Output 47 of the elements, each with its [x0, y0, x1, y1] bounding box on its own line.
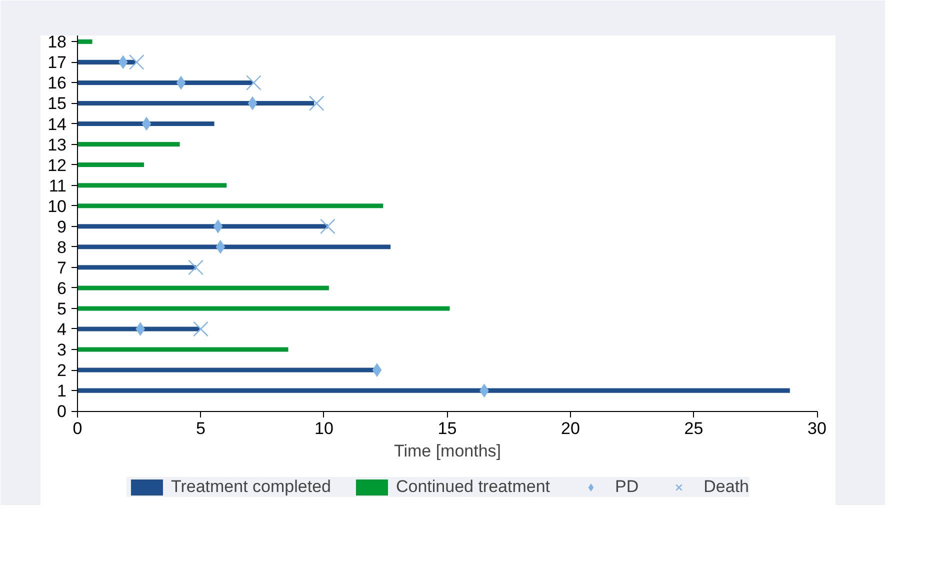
y-tick-label: 15 — [48, 94, 66, 114]
y-tick-label: 3 — [57, 340, 66, 360]
x-tick-label: 0 — [72, 419, 82, 438]
y-tick-label: 1 — [57, 382, 66, 401]
bar — [77, 142, 180, 147]
x-tick-label: 5 — [196, 419, 206, 438]
bar — [77, 39, 92, 44]
x-tick-label: 10 — [314, 419, 334, 438]
legend-label: Continued treatment — [396, 477, 550, 497]
y-tick-label: 18 — [48, 32, 66, 52]
legend-label: Death — [704, 477, 750, 497]
legend-label: Treatment completed — [170, 477, 331, 497]
y-tick-label: 4 — [57, 320, 66, 339]
bar — [77, 326, 200, 332]
legend-label: PD — [615, 477, 639, 497]
y-tick-label: 11 — [48, 176, 66, 196]
x-tick-label: 30 — [808, 419, 826, 438]
bar — [77, 162, 144, 168]
y-tick-label: 6 — [57, 278, 66, 298]
bar — [77, 388, 790, 393]
bar — [77, 80, 252, 85]
bar — [77, 183, 227, 188]
y-tick-label: 0 — [57, 402, 66, 422]
y-tick-label: 10 — [48, 196, 66, 216]
bar — [77, 121, 214, 126]
bar — [77, 347, 288, 352]
y-tick-label: 2 — [57, 361, 66, 380]
x-tick-label: 25 — [684, 419, 704, 438]
x-tick-label: 20 — [561, 419, 580, 438]
y-tick-label: 14 — [48, 114, 66, 134]
x-axis-title: Time [months] — [394, 442, 502, 460]
bar — [77, 244, 391, 250]
bar — [77, 100, 314, 106]
bar — [77, 286, 329, 290]
x-tick-label: 15 — [438, 419, 457, 438]
bar — [77, 306, 450, 311]
bar — [77, 204, 384, 208]
bar — [77, 224, 328, 229]
y-tick-label: 8 — [57, 238, 66, 257]
y-tick-label: 13 — [48, 135, 66, 154]
y-tick-label: 7 — [57, 258, 66, 278]
y-tick-label: 17 — [48, 53, 66, 72]
bar — [77, 265, 196, 270]
y-tick-label: 12 — [48, 156, 66, 175]
y-tick-label: 9 — [57, 217, 66, 236]
y-tick-label: 16 — [48, 74, 66, 93]
y-tick-label: 5 — [57, 299, 66, 318]
